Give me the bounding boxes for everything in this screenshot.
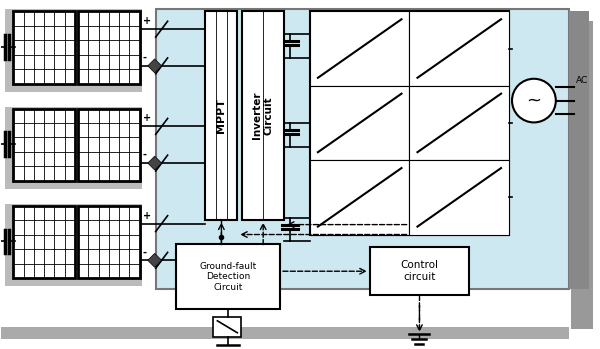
Bar — [78, 206, 140, 278]
Bar — [1, 327, 569, 339]
Circle shape — [512, 79, 556, 122]
Bar — [205, 11, 237, 220]
Bar — [5, 9, 142, 92]
Text: Ground-fault
Detection
Circuit: Ground-fault Detection Circuit — [199, 262, 256, 291]
Bar — [370, 247, 469, 295]
Bar — [569, 11, 589, 289]
Bar — [13, 109, 75, 181]
Text: MPPT: MPPT — [217, 98, 226, 133]
Bar — [5, 106, 142, 189]
Bar — [78, 11, 140, 84]
Text: +: + — [143, 113, 151, 124]
Bar — [409, 11, 509, 86]
Bar — [176, 244, 280, 309]
Text: -: - — [143, 150, 147, 160]
Bar — [5, 204, 142, 286]
Bar — [310, 86, 409, 160]
Bar — [310, 160, 409, 235]
Bar — [571, 21, 593, 329]
Polygon shape — [148, 59, 161, 73]
Text: +: + — [143, 211, 151, 221]
Text: -: - — [143, 53, 147, 63]
Bar — [242, 11, 284, 220]
Text: ~: ~ — [526, 91, 541, 110]
Bar — [214, 317, 241, 337]
Bar — [310, 11, 509, 235]
Bar — [78, 109, 140, 181]
Text: -: - — [143, 247, 147, 257]
Polygon shape — [148, 156, 161, 170]
Text: Control
circuit: Control circuit — [400, 260, 439, 282]
Text: +: + — [143, 16, 151, 26]
Text: Inverter
Circuit: Inverter Circuit — [253, 92, 274, 139]
Bar — [310, 11, 409, 86]
Bar — [13, 11, 75, 84]
Bar — [409, 86, 509, 160]
Polygon shape — [148, 253, 161, 267]
Bar — [409, 160, 509, 235]
Bar — [13, 206, 75, 278]
Text: AC: AC — [576, 76, 588, 85]
Bar — [155, 9, 569, 289]
